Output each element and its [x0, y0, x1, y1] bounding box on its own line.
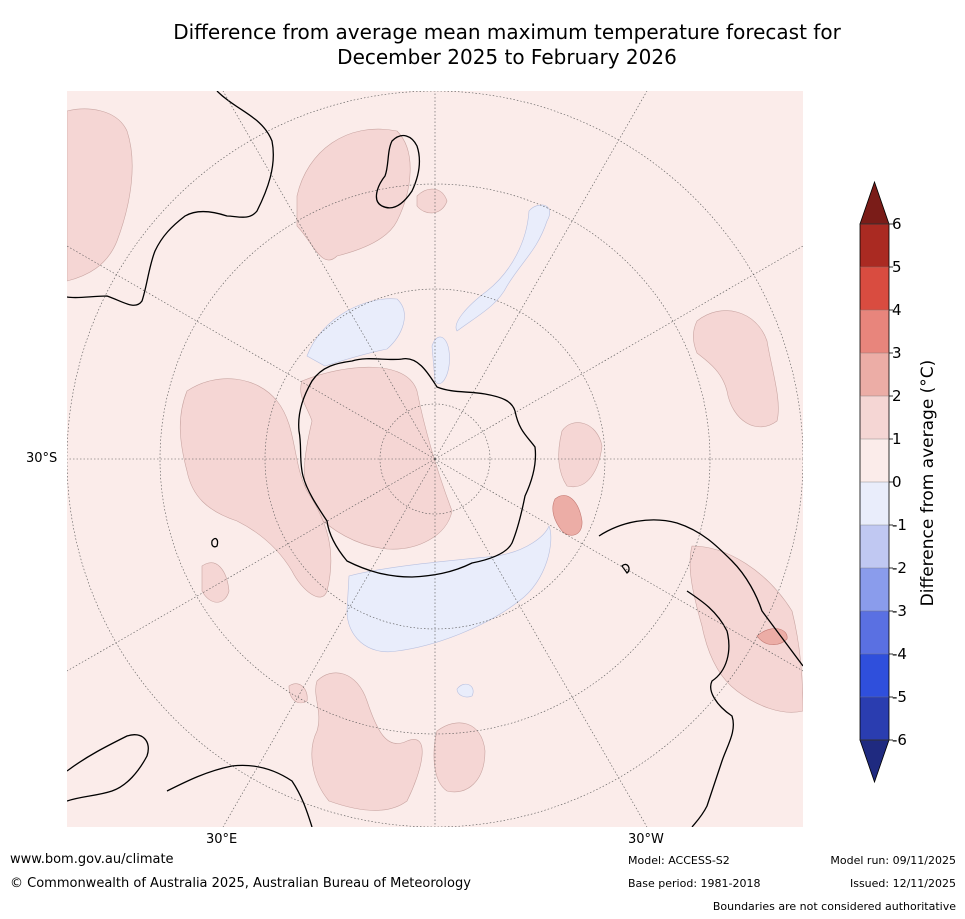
- colorbar-segment: [860, 224, 889, 267]
- colorbar-segment: [860, 611, 889, 654]
- anomaly-plus2-regions: [552, 495, 788, 645]
- colorbar-segment: [860, 396, 889, 439]
- footer-model: Model: ACCESS-S2: [628, 854, 730, 867]
- colorbar-extend-max: [859, 180, 890, 225]
- footer-website: www.bom.gov.au/climate: [10, 852, 174, 867]
- colorbar-title: Difference from average (°C): [918, 359, 938, 607]
- colorbar-tick-label: -5: [892, 688, 907, 706]
- polar-forecast-map: [67, 91, 803, 827]
- graticule-lines: [67, 91, 803, 827]
- colorbar-tick-label: -3: [892, 602, 907, 620]
- map-title: Difference from average mean maximum tem…: [0, 20, 965, 70]
- footer-model-run: Model run: 09/11/2025: [830, 854, 956, 867]
- colorbar-extend-min: [859, 739, 890, 784]
- colorbar-segment: [860, 654, 889, 697]
- continents-coastline: [67, 91, 803, 827]
- colorbar-segment: [860, 568, 889, 611]
- footer-issued: Issued: 12/11/2025: [849, 877, 956, 890]
- colorbar-tick-label: -6: [892, 731, 907, 749]
- colorbar-tick-label: -2: [892, 559, 907, 577]
- colorbar-tick-label: 3: [892, 344, 902, 362]
- map-title-line2: December 2025 to February 2026: [337, 45, 677, 69]
- longitude-label-30w: 30°W: [628, 832, 664, 847]
- colorbar-segment: [860, 482, 889, 525]
- colorbar-segment: [860, 525, 889, 568]
- colorbar-segment: [860, 353, 889, 396]
- latitude-label-30s: 30°S: [26, 451, 58, 466]
- colorbar-tick-label: 6: [892, 215, 902, 233]
- colorbar-tick-label: 0: [892, 473, 902, 491]
- longitude-label-30e: 30°E: [206, 832, 238, 847]
- colorbar-segment: [860, 267, 889, 310]
- colorbar-tick-label: -1: [892, 516, 907, 534]
- colorbar-tick-label: 5: [892, 258, 902, 276]
- footer-copyright: © Commonwealth of Australia 2025, Austra…: [10, 876, 471, 891]
- map-title-line1: Difference from average mean maximum tem…: [173, 20, 841, 44]
- colorbar-segment: [860, 310, 889, 353]
- footer-disclaimer: Boundaries are not considered authoritat…: [712, 900, 956, 913]
- colorbar-tick-label: 4: [892, 301, 902, 319]
- colorbar-tick-label: -4: [892, 645, 907, 663]
- colorbar: 6 5 4 3 2 1 0 -1 -2 -3 -4 -5 -6: [859, 180, 907, 784]
- colorbar-tick-label: 1: [892, 430, 902, 448]
- footer-base-period: Base period: 1981-2018: [628, 877, 761, 890]
- colorbar-segment: [860, 697, 889, 740]
- anomaly-plus1-regions: [67, 108, 803, 811]
- colorbar-segment: [860, 439, 889, 482]
- anomaly-minus1-regions: [306, 204, 552, 698]
- antarctica-coastline: [298, 358, 537, 578]
- colorbar-tick-label: 2: [892, 387, 902, 405]
